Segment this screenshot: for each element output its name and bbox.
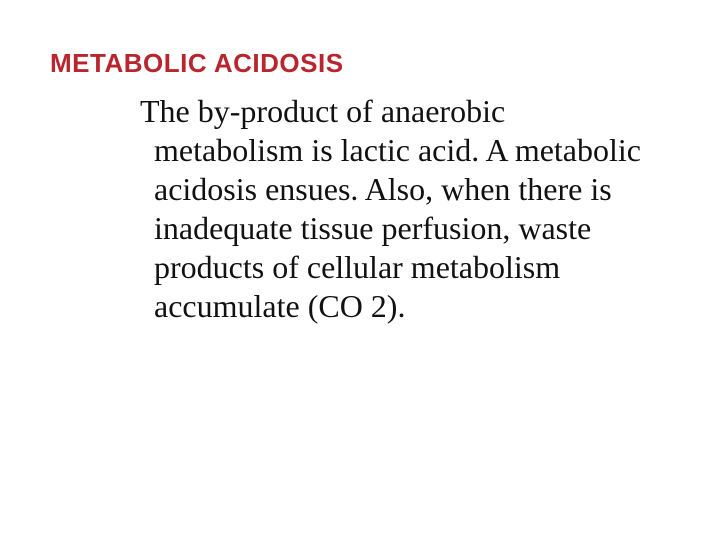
slide-body-text: The by-product of anaerobic metabolism i… (140, 92, 644, 326)
slide-heading: METABOLIC ACIDOSIS (50, 48, 344, 79)
slide: METABOLIC ACIDOSIS The by-product of ana… (0, 0, 720, 540)
